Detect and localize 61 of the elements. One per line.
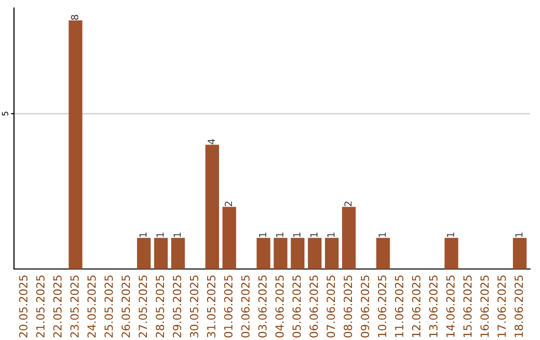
data-label: 1 — [327, 232, 334, 237]
data-label: 8 — [70, 14, 78, 20]
x-tick-label: 14.06.2025 — [446, 276, 455, 337]
x-tick-label: 23.05.2025 — [70, 276, 79, 338]
bar — [205, 144, 220, 269]
x-tick-label: 26.05.2025 — [122, 276, 130, 338]
x-tick-label: 03.06.2025 — [258, 276, 267, 338]
data-label: 1 — [447, 232, 454, 237]
x-tick-label: 01.06.2025 — [224, 276, 233, 338]
y-tick-label: 5 — [2, 112, 8, 116]
x-tick-label: 05.06.2025 — [292, 276, 301, 338]
bar — [308, 238, 322, 269]
bar — [154, 238, 168, 269]
x-tick-label: 21.05.2025 — [36, 276, 45, 338]
data-label: 1 — [293, 232, 300, 237]
data-label: 4 — [208, 139, 215, 144]
data-label: 1 — [378, 232, 386, 237]
bar — [171, 238, 185, 269]
data-label: 1 — [310, 232, 318, 237]
bar — [342, 206, 356, 269]
x-tick-label: 04.06.2025 — [275, 276, 284, 338]
data-label: 2 — [344, 202, 352, 206]
x-tick-label: 17.06.2025 — [497, 276, 506, 337]
x-tick-label: 18.06.2025 — [514, 276, 523, 337]
data-label: 1 — [174, 232, 181, 237]
x-tick-label: 13.06.2025 — [429, 276, 438, 337]
data-label: 1 — [276, 232, 284, 237]
data-label: 1 — [259, 232, 266, 237]
data-label: 2 — [224, 202, 232, 206]
bar — [324, 238, 339, 269]
bar — [68, 20, 82, 269]
data-label: 1 — [156, 232, 164, 237]
x-tick-label: 02.06.2025 — [241, 276, 250, 338]
x-tick-label: 12.06.2025 — [412, 276, 420, 337]
x-tick-label: 16.06.2025 — [480, 276, 489, 337]
x-tick-label: 25.05.2025 — [104, 276, 113, 338]
x-tick-label: 08.06.2025 — [344, 276, 352, 338]
x-tick-label: 11.06.2025 — [394, 276, 404, 337]
x-tick-label: 30.05.2025 — [190, 276, 198, 338]
bar — [444, 238, 458, 269]
bar — [137, 238, 151, 269]
data-label: 1 — [515, 232, 522, 237]
x-tick-label: 24.05.2025 — [87, 276, 96, 338]
x-tick-label: 31.05.2025 — [207, 276, 216, 338]
x-tick-label: 20.05.2025 — [19, 276, 28, 338]
x-tick-label: 07.06.2025 — [326, 276, 336, 338]
x-tick-label: 22.05.2025 — [53, 276, 62, 338]
bar — [290, 238, 304, 269]
bar — [274, 238, 288, 269]
x-tick-label: 29.05.2025 — [172, 276, 182, 338]
bar — [222, 206, 236, 269]
x-tick-label: 09.06.2025 — [360, 276, 370, 338]
x-tick-label: 27.05.2025 — [138, 276, 148, 338]
x-tick-label: 10.06.2025 — [378, 276, 386, 337]
x-tick-label: 28.05.2025 — [156, 276, 164, 338]
bar — [376, 238, 390, 269]
bar — [256, 238, 270, 269]
x-tick-label: 06.06.2025 — [310, 276, 318, 338]
bar — [512, 238, 527, 269]
x-tick-label: 15.06.2025 — [463, 276, 472, 337]
data-label: 1 — [139, 232, 147, 237]
